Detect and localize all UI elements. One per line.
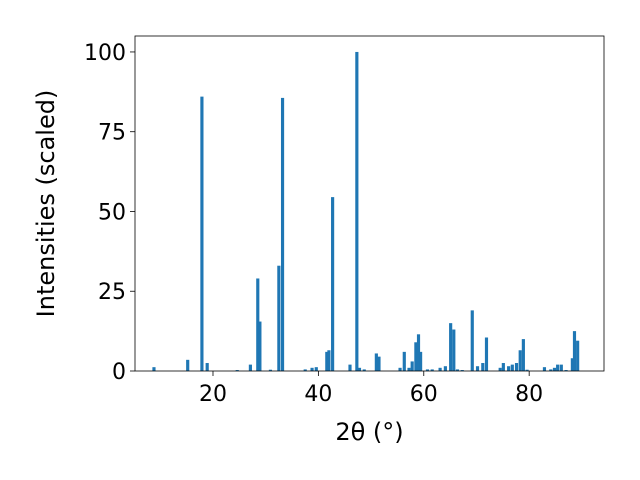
bar (475, 366, 480, 371)
bar (186, 359, 190, 371)
bar (362, 369, 366, 371)
bar (357, 367, 362, 371)
bar (258, 321, 262, 371)
bar (407, 367, 411, 371)
x-tick-label: 40 (304, 382, 332, 407)
y-axis-label: Intensities (scaled) (32, 90, 60, 318)
bar (452, 329, 456, 371)
bar (377, 356, 381, 371)
bar (559, 364, 563, 371)
bar (556, 364, 560, 371)
bar (419, 351, 423, 371)
bar (552, 367, 557, 371)
bar (438, 367, 442, 371)
bar (507, 366, 511, 371)
plot-frame (134, 35, 605, 372)
bar (200, 96, 204, 372)
bar (314, 367, 318, 371)
bar (235, 370, 239, 371)
bar (248, 364, 252, 371)
bar (572, 331, 577, 371)
y-axis-ticks: 0 25 50 75 100 (84, 41, 135, 385)
bar (331, 197, 335, 371)
x-tick-label: 80 (515, 382, 543, 407)
bar (570, 358, 574, 371)
bar (310, 367, 314, 371)
bar (327, 350, 331, 371)
bar (501, 363, 505, 371)
bar (414, 342, 418, 371)
bar (277, 265, 281, 371)
bar (256, 278, 260, 371)
bar (425, 369, 430, 371)
bar (416, 334, 421, 371)
y-tick-label: 50 (98, 200, 126, 225)
y-tick-label: 75 (98, 121, 126, 146)
bar (455, 369, 460, 371)
bar (460, 370, 464, 371)
bars-group (152, 51, 580, 372)
bar (521, 339, 525, 371)
x-axis-label: 2θ (°) (335, 418, 403, 446)
y-tick-label: 25 (98, 280, 126, 305)
x-tick-label: 20 (199, 382, 227, 407)
bar (449, 323, 453, 371)
bar (205, 363, 209, 371)
bar (564, 370, 568, 371)
bar (443, 366, 447, 371)
bar (402, 351, 406, 371)
bar (542, 367, 547, 371)
bar (484, 337, 489, 371)
bar (325, 351, 329, 371)
bar (280, 97, 285, 372)
bar (576, 340, 580, 371)
bar (525, 369, 529, 371)
bar (430, 369, 434, 371)
bar (268, 369, 273, 371)
x-axis-ticks: 20 40 60 80 (199, 371, 543, 407)
bar (152, 367, 156, 371)
bar (514, 363, 519, 371)
bar (410, 361, 414, 371)
bar (398, 367, 402, 371)
bar (510, 364, 514, 371)
bar (348, 364, 352, 371)
x-tick-label: 60 (410, 382, 438, 407)
bar (518, 350, 522, 371)
bar (549, 369, 553, 371)
bar (303, 369, 307, 371)
y-tick-label: 0 (112, 360, 126, 385)
bar (481, 363, 485, 371)
bar (355, 51, 359, 371)
bar (374, 353, 378, 371)
bar (470, 310, 474, 371)
y-tick-label: 100 (84, 41, 126, 66)
bar (498, 367, 502, 371)
